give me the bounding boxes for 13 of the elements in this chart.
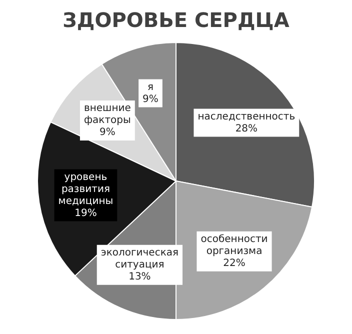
data-label: 22%: [223, 258, 246, 270]
data-label: 13%: [128, 271, 151, 282]
data-label: 19%: [74, 208, 97, 219]
chart-title: ЗДОРОВЬЕ СЕРДЦА: [62, 8, 290, 32]
data-label: 9%: [99, 127, 116, 138]
data-label: 28%: [235, 123, 258, 134]
slice-label: внешние факторы: [84, 103, 131, 126]
slice-label: наследственность: [198, 111, 296, 122]
slice-label: особенности организма: [200, 234, 268, 258]
slice-label: я: [147, 82, 154, 93]
slice-label: уровень развития медицины: [58, 172, 114, 207]
data-label: 9%: [142, 94, 158, 105]
slice-label: экологическая ситуация: [100, 247, 179, 270]
